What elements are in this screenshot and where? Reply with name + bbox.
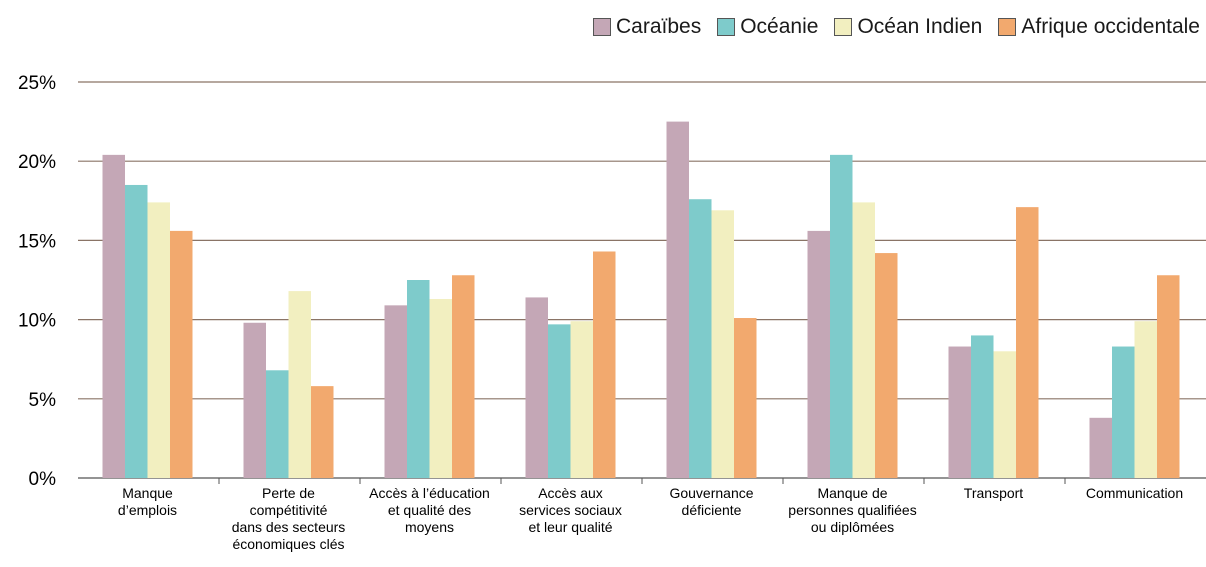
legend-item: Caraïbes <box>593 15 701 39</box>
bar <box>384 305 407 478</box>
legend-item: Afrique occidentale <box>998 15 1200 39</box>
x-tick-label: Communication <box>1086 485 1183 501</box>
bar <box>807 230 830 478</box>
legend-swatch <box>717 18 736 36</box>
y-tick-label: 0% <box>29 469 57 490</box>
y-tick-label: 25% <box>18 73 56 94</box>
bar <box>452 275 475 478</box>
bar <box>948 346 971 478</box>
bar <box>971 335 994 478</box>
bar <box>266 370 289 478</box>
chart-legend: Caraïbes Océanie Océan Indien Afrique occid… <box>577 15 1200 39</box>
bar <box>170 230 193 478</box>
bar <box>102 154 125 478</box>
bar <box>852 202 875 478</box>
bar <box>147 202 170 478</box>
legend-label: Océan Indien <box>857 15 983 38</box>
y-tick-label: 10% <box>18 311 56 332</box>
x-tick-label: Transport <box>964 485 1024 501</box>
legend-label: Caraïbes <box>616 15 702 38</box>
legend-swatch <box>593 18 611 36</box>
bar <box>666 121 689 478</box>
bar <box>125 184 148 478</box>
x-tick-label: Gouvernance déficiente <box>669 485 753 518</box>
bar <box>1016 207 1039 479</box>
x-tick-label: Manque de personnes qualifiées ou diplômée… <box>788 485 916 535</box>
x-tick-label: Accès à l’éducation et qualité des moyens <box>369 485 490 535</box>
bar <box>711 210 734 478</box>
bar <box>243 322 266 478</box>
bar <box>429 299 452 478</box>
bar <box>993 351 1016 478</box>
legend-swatch <box>834 18 853 36</box>
bar <box>830 154 853 478</box>
y-tick-label: 20% <box>18 152 56 173</box>
bar <box>525 297 548 478</box>
y-tick-label: 15% <box>18 231 56 252</box>
bar <box>875 253 898 478</box>
bar <box>689 199 712 478</box>
bar <box>288 291 311 478</box>
bar <box>1112 346 1135 478</box>
bar <box>1157 275 1180 478</box>
bar <box>548 324 571 478</box>
x-tick-label: Perte de compétitivité dans des secteurs éc… <box>232 485 346 552</box>
bar <box>311 386 334 478</box>
x-tick-label: Manque d’emplois <box>118 485 177 518</box>
bar <box>570 321 593 478</box>
y-tick-label: 5% <box>29 390 57 411</box>
legend-item: Océanie <box>717 15 818 39</box>
bar <box>734 318 757 478</box>
bar <box>593 251 616 478</box>
x-tick-label: Accès aux services sociaux et leur qualité <box>519 485 622 535</box>
legend-swatch <box>998 18 1017 36</box>
bar <box>1089 417 1112 478</box>
legend-item: Océan Indien <box>834 15 982 39</box>
bar <box>407 280 430 478</box>
bar <box>1134 321 1157 478</box>
legend-label: Océanie <box>740 15 819 38</box>
legend-label: Afrique occidentale <box>1021 15 1200 38</box>
